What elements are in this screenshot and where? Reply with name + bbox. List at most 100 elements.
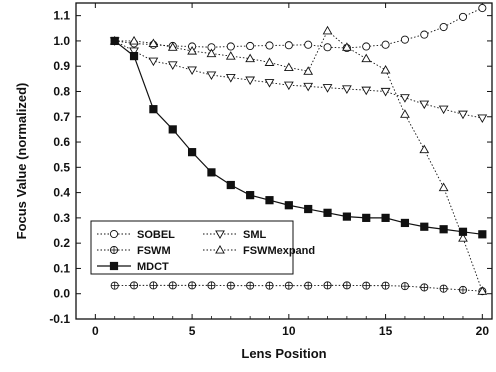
data-point-mdct	[323, 208, 332, 217]
y-tick-label: 0.4	[53, 186, 70, 200]
legend-label: FSWMexpand	[243, 245, 315, 257]
y-tick-label: 1.0	[53, 34, 70, 48]
data-point-sml	[477, 114, 488, 124]
data-point-fswmexpand	[167, 42, 178, 51]
data-point-fswmexpand	[419, 144, 430, 154]
x-tick-label: 15	[379, 324, 393, 338]
data-point-fswm	[226, 281, 235, 290]
data-point-fswm	[168, 281, 177, 290]
data-point-sml	[167, 61, 178, 70]
data-point-fswm	[458, 285, 468, 294]
data-point-sml	[361, 86, 372, 96]
data-point-sml	[438, 105, 449, 115]
y-tick-label: 0.5	[53, 160, 70, 174]
y-tick-label: -0.1	[49, 312, 70, 326]
data-point-fswm	[400, 282, 409, 291]
data-point-sml	[400, 94, 410, 103]
data-point-fswm	[420, 283, 429, 292]
data-point-sml	[264, 79, 275, 88]
data-point-sml	[129, 47, 139, 57]
data-point-sml	[303, 82, 314, 92]
data-point-sobel	[226, 42, 235, 51]
x-tick-label: 20	[476, 324, 490, 338]
data-point-fswmexpand	[361, 53, 372, 63]
legend-box	[90, 220, 294, 275]
legend-marker	[109, 261, 119, 271]
data-point-fswmexpand	[225, 51, 236, 60]
data-point-mdct	[439, 225, 448, 234]
data-point-fswm	[342, 281, 351, 290]
legend-entry-sml: SML	[203, 229, 267, 241]
data-point-sml	[148, 57, 159, 67]
data-point-fswmexpand	[148, 38, 159, 47]
data-point-sobel	[458, 12, 468, 21]
data-point-mdct	[207, 168, 216, 177]
data-point-sobel	[304, 40, 313, 49]
data-point-fswm	[304, 281, 313, 290]
data-point-fswmexpand	[283, 62, 294, 72]
data-point-fswmexpand	[303, 66, 314, 75]
data-point-mdct	[187, 148, 197, 157]
data-point-fswm	[207, 281, 216, 290]
data-point-sml	[322, 84, 333, 93]
data-point-fswm	[362, 281, 371, 290]
data-point-mdct	[129, 51, 139, 61]
x-tick-label: 0	[92, 324, 99, 338]
data-point-mdct	[246, 191, 255, 200]
y-tick-label: 0.0	[53, 287, 70, 301]
data-point-sobel	[265, 41, 274, 50]
data-point-mdct	[284, 201, 293, 210]
data-point-fswmexpand	[458, 233, 468, 242]
data-point-sml	[458, 110, 468, 120]
data-point-fswmexpand	[342, 42, 352, 51]
data-point-sml	[187, 66, 197, 76]
data-point-fswm	[381, 281, 390, 290]
series-line-mdct	[114, 40, 483, 235]
series-sml	[109, 37, 488, 124]
data-point-mdct	[478, 230, 487, 239]
legend-label: SML	[243, 229, 267, 241]
data-point-mdct	[420, 222, 429, 231]
series-mdct	[110, 36, 487, 239]
legend-label: MDCT	[137, 261, 169, 273]
y-tick-label: 0.7	[53, 110, 70, 124]
data-point-sml	[206, 71, 217, 81]
data-point-mdct	[226, 180, 235, 190]
data-point-fswm	[265, 281, 274, 290]
data-point-fswm	[149, 281, 158, 290]
legend-marker	[215, 230, 225, 240]
data-point-sobel	[420, 30, 429, 39]
data-point-fswmexpand	[187, 46, 197, 55]
data-point-fswm	[246, 281, 255, 290]
y-tick-label: 1.1	[53, 9, 70, 23]
data-point-mdct	[149, 105, 158, 114]
plot-series	[109, 4, 488, 296]
legend-marker	[215, 244, 225, 254]
data-point-fswmexpand	[322, 25, 333, 35]
data-point-fswmexpand	[206, 48, 217, 58]
series-line-sml	[114, 40, 483, 119]
y-tick-label: 0.6	[53, 135, 70, 149]
legend-label: FSWM	[137, 245, 171, 257]
data-point-sobel	[246, 41, 255, 51]
x-axis-title: Lens Position	[241, 346, 326, 361]
data-point-fswmexpand	[245, 53, 256, 63]
series-fswmexpand	[109, 25, 488, 295]
data-point-fswm	[188, 281, 197, 290]
y-tick-label: 0.1	[53, 261, 70, 275]
data-point-sobel	[439, 22, 448, 32]
legend-entry-fswmexpand: FSWMexpand	[203, 244, 315, 257]
plot-frame	[75, 2, 493, 320]
data-point-fswmexpand	[129, 35, 139, 45]
data-point-sobel	[478, 4, 487, 13]
legend-entry-mdct: MDCT	[97, 261, 169, 273]
data-point-sobel	[381, 40, 390, 49]
data-point-fswm	[110, 281, 119, 290]
legend-label: SOBEL	[137, 229, 175, 241]
data-point-mdct	[265, 196, 274, 205]
data-point-mdct	[381, 213, 390, 222]
y-tick-label: 0.2	[53, 236, 70, 250]
data-point-sobel	[323, 43, 332, 52]
